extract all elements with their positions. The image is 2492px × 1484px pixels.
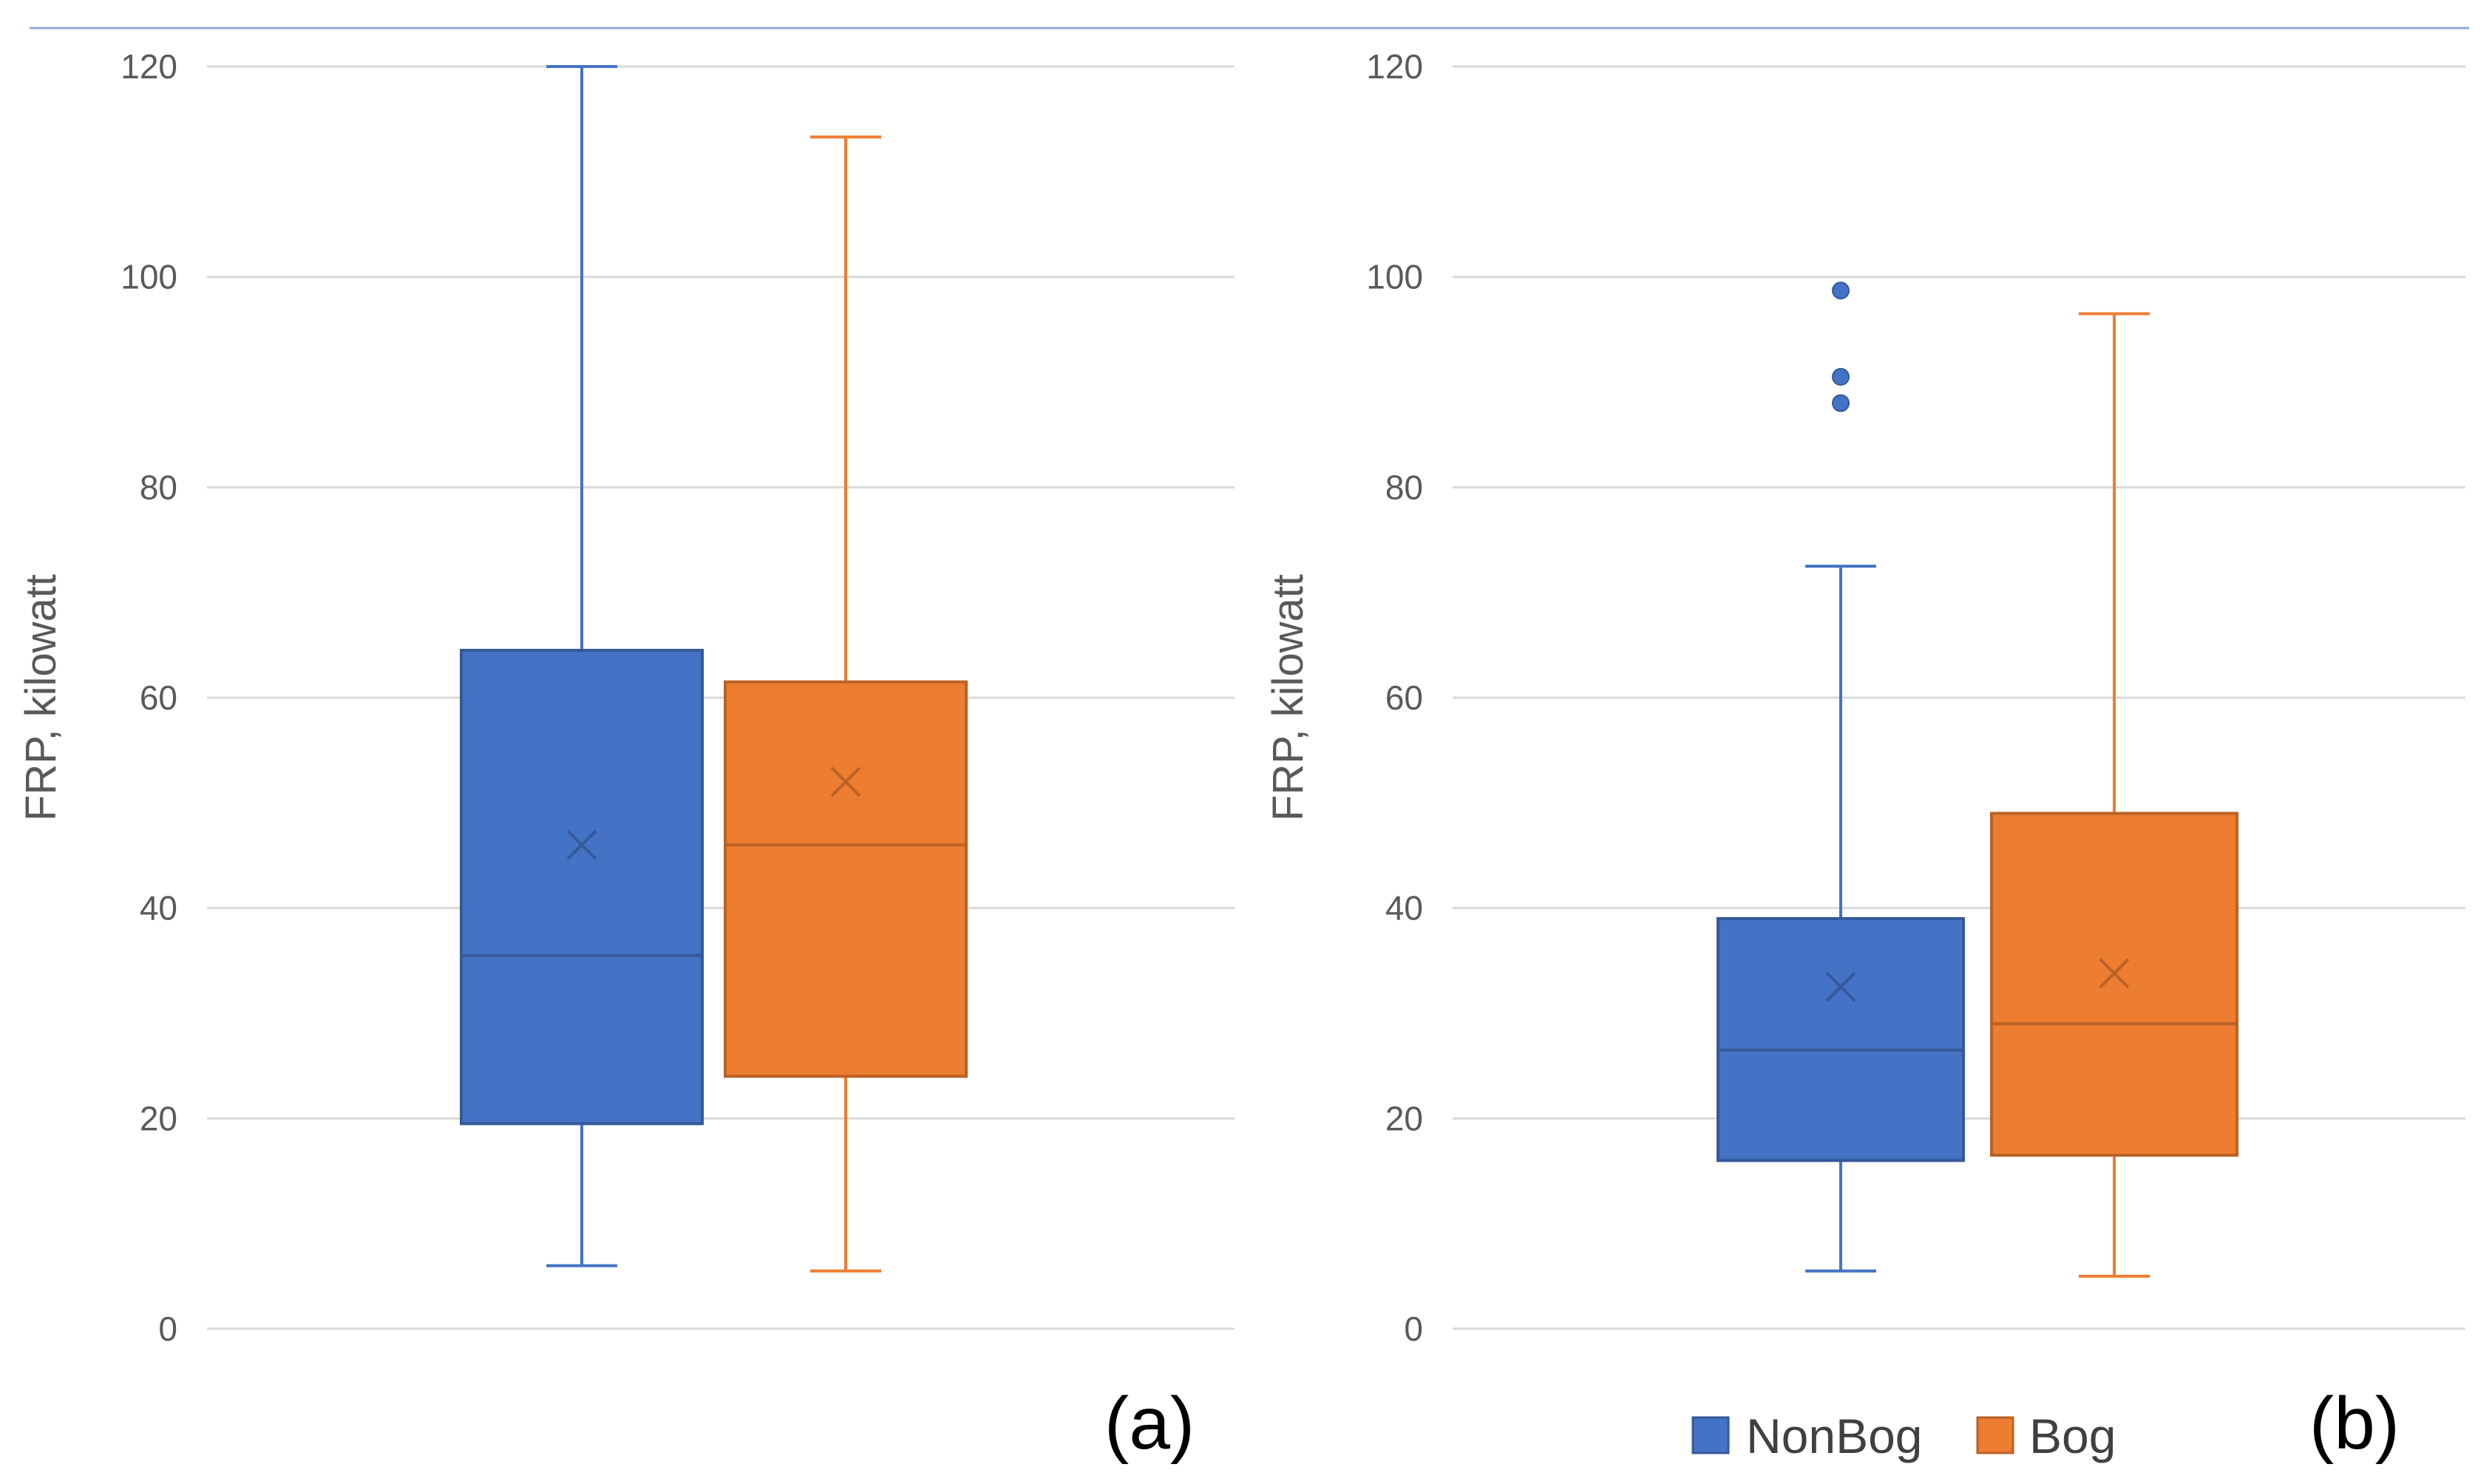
panel-a: 0 20 40 60 80 100 120 FRP, kilowatt (a) — [17, 47, 1235, 1465]
panel-label: (b) — [2309, 1382, 2400, 1465]
panel-b: 0 20 40 60 80 100 120 FRP, kilowatt (b) — [1264, 47, 2465, 1465]
y-tick-label: 80 — [1385, 468, 1423, 506]
y-tick-label: 100 — [1366, 258, 1423, 296]
y-tick-label: 40 — [140, 889, 177, 928]
bog-mean-marker — [830, 766, 861, 797]
mean-marker-stroke — [566, 829, 597, 860]
y-tick-label: 120 — [120, 47, 177, 86]
mean-marker-stroke — [830, 766, 861, 797]
legend-swatch-bog — [1976, 1416, 2014, 1454]
y-tick-label: 40 — [1385, 889, 1423, 928]
nonbog-box — [460, 648, 704, 1126]
y-axis-title: FRP, kilowatt — [17, 574, 65, 821]
y-tick-label: 20 — [1385, 1099, 1423, 1137]
y-tick-label: 80 — [140, 468, 177, 506]
nonbog-mean-marker — [566, 829, 597, 860]
nonbog-mean-marker — [1825, 972, 1856, 1002]
mean-marker-stroke — [2099, 958, 2130, 989]
nonbog-outlier-point — [1832, 394, 1850, 412]
bog-box — [724, 680, 968, 1078]
legend-label-nonbog: NonBog — [1746, 1409, 1923, 1463]
bog-mean-marker — [2099, 958, 2130, 989]
y-tick-label: 120 — [1366, 47, 1423, 86]
y-axis-title: FRP, kilowatt — [1264, 574, 1312, 821]
nonbog-box — [1717, 916, 1965, 1163]
bog-box — [1990, 811, 2238, 1157]
legend-label-bog: Bog — [2029, 1409, 2116, 1463]
nonbog-outlier-point — [1832, 367, 1850, 386]
y-tick-label: 0 — [158, 1310, 177, 1348]
legend-swatch-nonbog — [1691, 1416, 1730, 1454]
y-tick-label: 0 — [1404, 1310, 1423, 1348]
nonbog-outlier-point — [1832, 282, 1850, 300]
y-tick-label: 60 — [140, 678, 177, 717]
y-tick-label: 100 — [120, 258, 177, 296]
legend: NonBog Bog — [1691, 1409, 2116, 1463]
y-tick-label: 20 — [140, 1099, 177, 1137]
panel-label: (a) — [1104, 1382, 1195, 1465]
mean-marker-stroke — [1825, 972, 1856, 1002]
y-tick-label: 60 — [1385, 678, 1423, 717]
